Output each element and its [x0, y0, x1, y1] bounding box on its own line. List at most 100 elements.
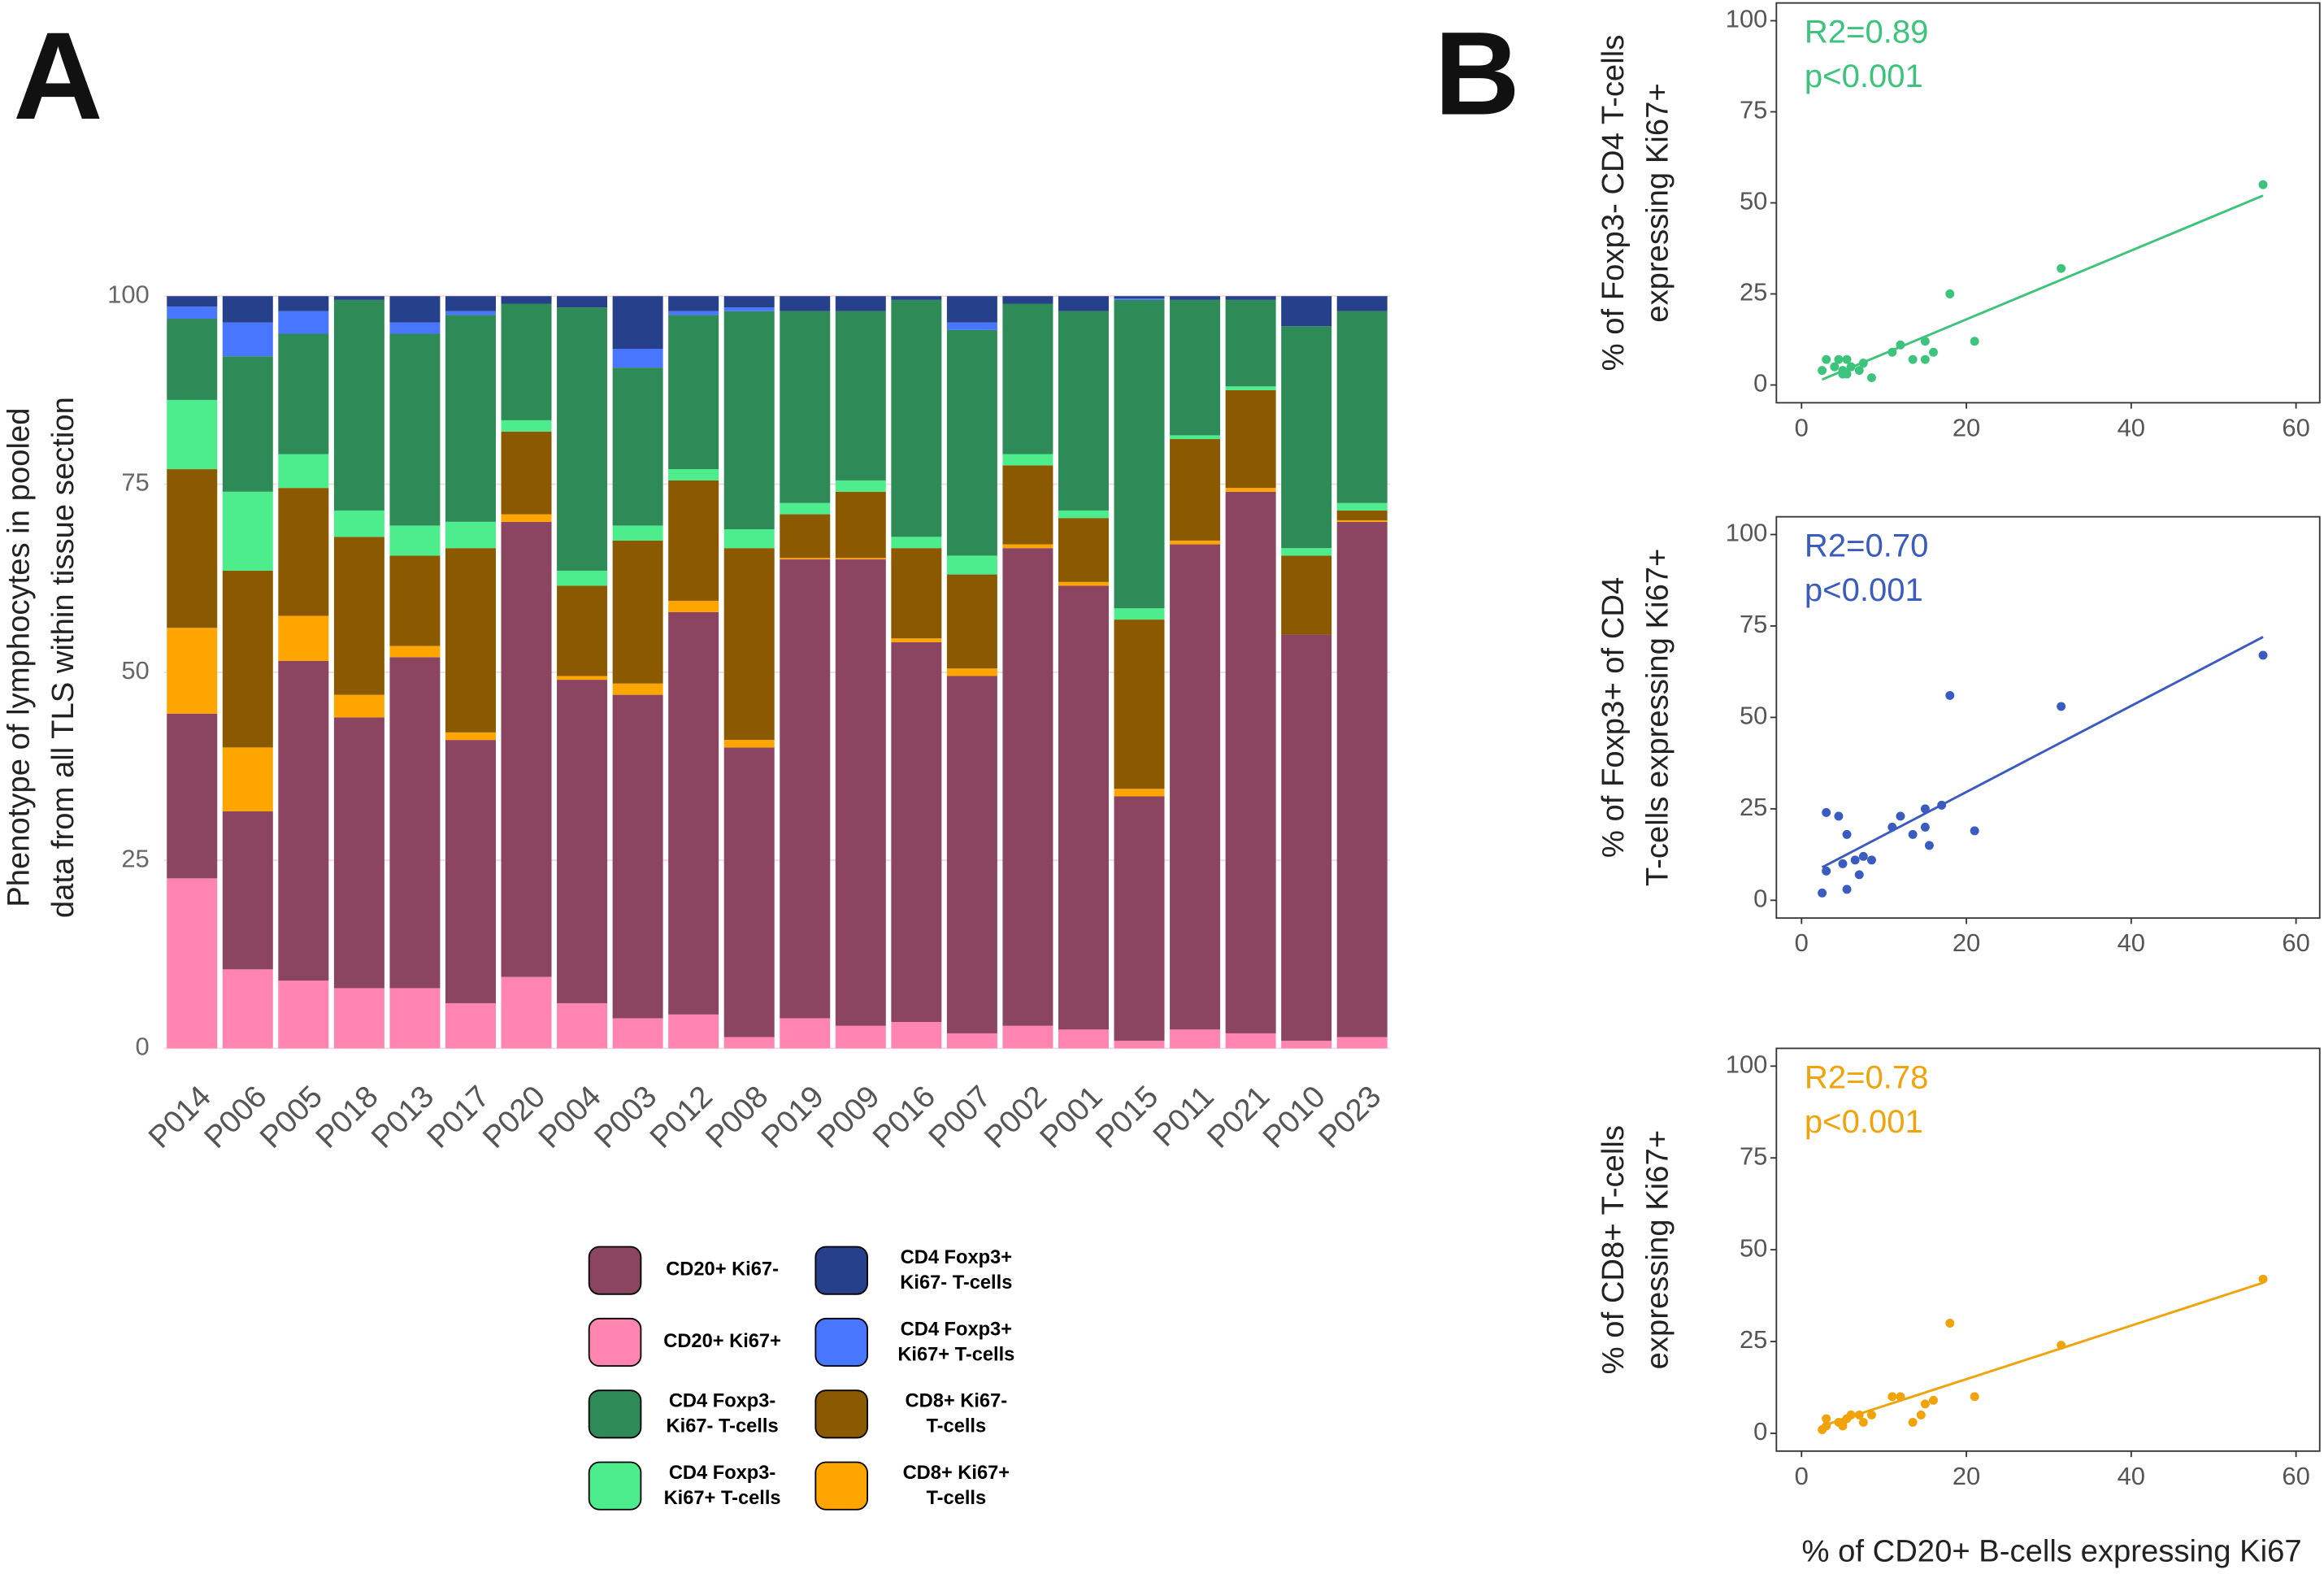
bar-segment: [1336, 521, 1388, 1037]
legend-label-line: CD8+ Ki67+: [903, 1463, 1010, 1484]
scatter-point: [1908, 354, 1918, 364]
y-axis-label-line: expressing Ki67+: [1640, 83, 1675, 322]
scatter-point: [1916, 1410, 1926, 1420]
bar-segment: [723, 1037, 775, 1049]
x-tick-label: 60: [2282, 1462, 2309, 1490]
scatter-point: [1908, 1417, 1918, 1427]
bar-segment: [780, 1018, 831, 1049]
bar-segment: [501, 431, 552, 515]
bar-segment: [668, 311, 719, 315]
bar-segment: [780, 559, 831, 1019]
bar-segment: [668, 296, 719, 311]
bar-segment: [946, 668, 997, 676]
scatter-point: [1822, 866, 1831, 876]
scatter-point: [1945, 289, 1955, 298]
bar-segment: [1114, 296, 1165, 299]
bar-segment: [668, 315, 719, 470]
bar-segment: [1058, 581, 1109, 586]
bar-segment: [167, 628, 218, 714]
x-tick-label: 0: [1795, 1462, 1809, 1490]
y-tick-label: 50: [1740, 1233, 1767, 1262]
bar-segment: [222, 491, 273, 571]
bar-segment: [1281, 634, 1332, 1041]
x-tick-label: P021: [1201, 1079, 1277, 1155]
x-tick-label: 40: [2118, 928, 2145, 957]
bar-segment: [1002, 296, 1053, 304]
bar-segment: [835, 311, 886, 480]
x-axis-label: % of CD20+ B-cells expressing Ki67: [1801, 1534, 2301, 1569]
y-tick-label: 100: [1726, 5, 1768, 33]
bar-segment: [668, 1014, 719, 1049]
bar-segment: [946, 676, 997, 1033]
annotation: R2=0.89: [1805, 14, 1929, 50]
bar-segment: [1336, 296, 1388, 311]
x-tick-label: P015: [1089, 1079, 1166, 1155]
bar-segment: [167, 307, 218, 320]
bar-segment: [835, 1025, 886, 1049]
y-tick-label: 75: [1740, 1141, 1767, 1170]
bar-segment: [1114, 796, 1165, 1041]
x-tick-label: 20: [1953, 928, 1980, 957]
scatter-point: [1838, 1421, 1848, 1431]
y-tick-label: 100: [107, 280, 150, 308]
scatter-point: [1858, 1417, 1868, 1427]
legend-label-line: T-cells: [927, 1488, 987, 1509]
y-tick-label: 0: [1753, 1417, 1767, 1446]
y-tick-label: 100: [1726, 519, 1768, 547]
y-axis-label-line: Phenotype of lymphocytes in pooled: [1, 407, 36, 907]
bar-segment: [835, 559, 886, 1026]
bar-segment: [389, 333, 441, 526]
bar-segment: [946, 322, 997, 330]
bar-segment: [557, 680, 608, 1003]
y-tick-label: 75: [1740, 610, 1767, 638]
bar-segment: [780, 558, 831, 560]
legend-label-line: CD4 Foxp3+: [901, 1247, 1012, 1268]
scatter-point: [1866, 373, 1876, 383]
x-tick-label: 20: [1953, 1462, 1980, 1490]
x-tick-label: P003: [588, 1079, 664, 1155]
bar-segment: [1225, 299, 1276, 387]
x-tick-label: P014: [141, 1079, 218, 1155]
bar-segment: [557, 570, 608, 586]
bar-segment: [668, 611, 719, 1015]
x-tick-label: 60: [2282, 413, 2309, 441]
legend-swatch: [588, 1246, 642, 1295]
scatter-point: [1838, 859, 1848, 868]
scatter-point: [1887, 347, 1897, 357]
bar-segment: [1058, 518, 1109, 582]
bar-segment: [333, 510, 384, 537]
scatter-point: [1970, 1392, 1979, 1402]
bar-segment: [1170, 544, 1221, 1030]
bar-segment: [780, 311, 831, 503]
scatter-point: [1970, 826, 1979, 836]
scatter-point: [1850, 855, 1860, 865]
legend-label-line: Ki67+ T-cells: [897, 1345, 1014, 1366]
bar-segment: [1002, 465, 1053, 545]
bar-segment: [557, 1002, 608, 1049]
bar-segment: [946, 555, 997, 575]
scatter-point: [1896, 811, 1905, 821]
bar-segment: [612, 296, 663, 350]
bar-segment: [445, 311, 496, 315]
bar-segment: [835, 558, 886, 560]
bar-segment: [946, 574, 997, 669]
y-axis-label: % of Foxp3- CD4 T-cells expressing Ki67+: [1596, 35, 1675, 372]
scatter-point: [1834, 811, 1844, 821]
bar-segment: [557, 296, 608, 308]
bar-segment: [1114, 299, 1165, 609]
bar-segment: [946, 329, 997, 556]
scatter-point: [1842, 829, 1852, 839]
bar-segment: [557, 676, 608, 680]
bar-segment: [612, 367, 663, 526]
x-tick-label: P009: [810, 1079, 887, 1155]
scatter-point: [1908, 829, 1918, 839]
bar-segment: [1336, 311, 1388, 503]
x-tick-label: P020: [476, 1079, 553, 1155]
bar-segment: [333, 296, 384, 300]
bar-segment: [389, 555, 441, 646]
bar-segment: [612, 683, 663, 695]
legend-label-line: CD4 Foxp3+: [901, 1320, 1012, 1341]
bar-segment: [723, 548, 775, 741]
bar-segment: [501, 296, 552, 304]
